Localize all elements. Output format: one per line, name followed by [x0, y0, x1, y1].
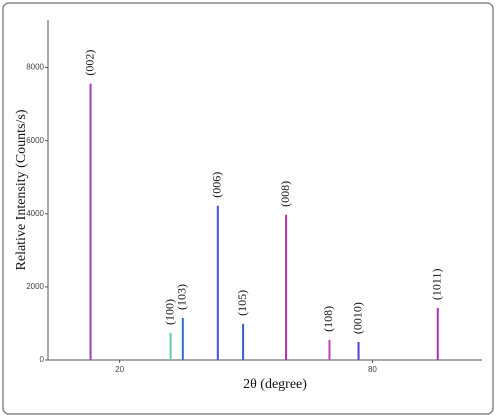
- y-axis-label: Relative Intensity (Counts/s): [14, 109, 29, 270]
- peak-label: (1011): [430, 269, 444, 301]
- peak-label: (105): [235, 290, 249, 316]
- x-tick-label: 20: [115, 365, 124, 374]
- peak-label: (108): [321, 306, 335, 332]
- peak-label: (100): [162, 299, 176, 325]
- y-tick-label: 0: [40, 355, 45, 364]
- peak-label: (002): [82, 50, 96, 76]
- y-tick-label: 4000: [26, 209, 44, 218]
- y-tick-label: 2000: [26, 282, 44, 291]
- peak-label: (006): [210, 172, 224, 198]
- peak-label: (0010): [350, 302, 364, 334]
- x-tick-label: 80: [368, 365, 377, 374]
- y-tick-label: 6000: [26, 136, 44, 145]
- peak-label: (008): [278, 181, 292, 207]
- peak-label: (103): [175, 284, 189, 310]
- y-tick-label: 8000: [26, 63, 44, 72]
- x-axis-label: 2θ (degree): [243, 377, 307, 392]
